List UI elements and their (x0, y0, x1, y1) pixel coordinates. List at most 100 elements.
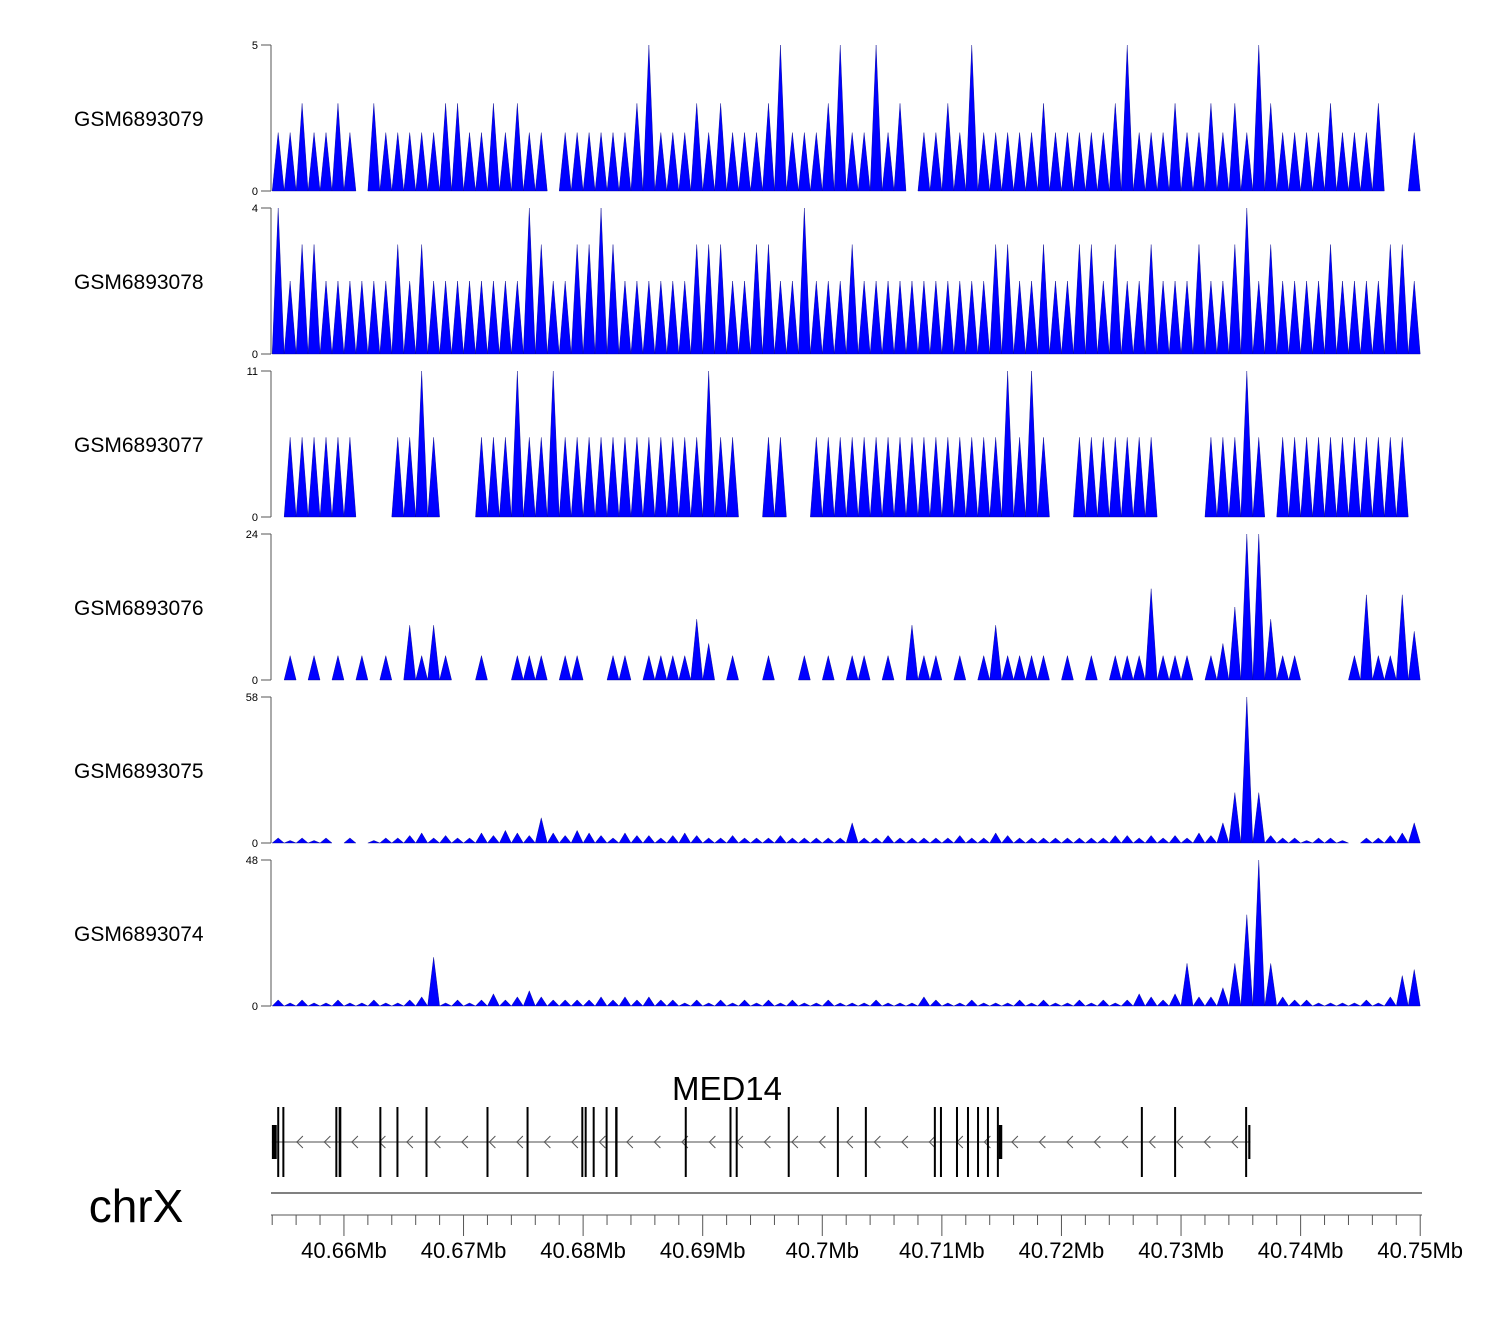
track-label: GSM6893078 (74, 271, 204, 294)
signal-bin (510, 996, 524, 1007)
signal-bin (714, 999, 728, 1007)
signal-bin (1168, 655, 1182, 681)
signal-bin (1372, 437, 1385, 518)
signal-bin (1037, 103, 1050, 192)
signal-bin (1073, 244, 1086, 355)
signal-bin (762, 437, 775, 518)
signal-bin (307, 437, 321, 518)
track-GSM6893079: GSM6893079 5 0 (74, 40, 1421, 198)
exon (425, 1107, 428, 1177)
signal-bin (1025, 132, 1038, 192)
signal-bin (307, 132, 321, 192)
signal-bin (810, 132, 823, 192)
signal-bin (1156, 655, 1170, 681)
signal-bin (499, 280, 512, 355)
signal-bin (283, 132, 297, 192)
signal-bin (594, 835, 608, 844)
signal-bin (511, 103, 524, 192)
signal-bin (857, 655, 871, 681)
signal-bin (905, 280, 919, 355)
x-tick-label: 40.74Mb (1258, 1238, 1344, 1263)
exon (986, 1107, 989, 1177)
signal-bin (1372, 1002, 1385, 1007)
signal-bin (379, 280, 392, 355)
signal-bin (977, 280, 990, 355)
signal-bin (845, 822, 859, 844)
exon (592, 1107, 595, 1177)
signal-bin (1240, 207, 1253, 355)
signal-bin (750, 132, 763, 192)
signal-bin (654, 655, 668, 681)
signal-bin (558, 655, 572, 681)
signal-bin (1240, 533, 1253, 681)
signal-bin (1228, 437, 1242, 518)
signal-bin (690, 244, 703, 355)
signal-bin (1384, 437, 1397, 518)
signal-bin (642, 280, 656, 355)
signal-bin (630, 103, 644, 192)
signal-bin (965, 280, 978, 355)
signal-bin (319, 1002, 333, 1007)
signal-bin (391, 837, 405, 844)
signal-bin (1168, 993, 1182, 1007)
signal-bin (654, 999, 668, 1007)
strand-arrow-icon (1231, 1135, 1239, 1149)
signal-bin (690, 103, 703, 192)
signal-bin (319, 837, 333, 844)
signal-bin (1408, 969, 1421, 1007)
signal-bin (678, 832, 692, 844)
strand-arrow-icon (1093, 1135, 1101, 1149)
signal-bin (666, 999, 680, 1007)
signal-bin (893, 280, 907, 355)
signal-bin (953, 1002, 966, 1007)
signal-bin (1144, 132, 1158, 192)
signal-bin (845, 655, 859, 681)
signal-bin (762, 103, 775, 192)
signal-bin (905, 437, 919, 518)
signal-bin (1168, 103, 1182, 192)
signal-bin (1013, 132, 1026, 192)
signal-bin (1252, 859, 1265, 1007)
signal-bin (678, 1002, 691, 1007)
signal-bin (1121, 280, 1134, 355)
signal-bin (295, 103, 309, 192)
signal-bin (558, 835, 572, 844)
signal-bin (403, 835, 417, 844)
track-GSM6893076: GSM6893076 24 0 (74, 529, 1421, 687)
signal-bin (1037, 655, 1050, 681)
genome-axis: 40.66Mb 40.67Mb 40.68Mb 40.69Mb 40.7Mb 40.71M… (89, 1180, 1463, 1263)
y-tick-label-max: 48 (246, 855, 258, 867)
signal-bin (1384, 655, 1397, 681)
signal-bin (1228, 963, 1242, 1007)
signal-bin (535, 817, 548, 844)
y-tick-label-max: 24 (246, 529, 258, 541)
signal-bin (618, 832, 632, 844)
signal-bin (343, 280, 357, 355)
exon (729, 1107, 732, 1177)
signal-bin (1288, 132, 1301, 192)
signal-bin (307, 840, 321, 844)
signal-bin (1120, 999, 1134, 1007)
signal-bin (594, 207, 608, 355)
signal-bin (295, 999, 309, 1007)
signal-bin (893, 437, 907, 518)
signal-bin (774, 44, 787, 192)
signal-bin (941, 103, 955, 192)
signal-bin (1336, 437, 1349, 518)
signal-bin (499, 829, 512, 844)
signal-bin (463, 132, 476, 192)
signal-bin (1408, 132, 1421, 192)
gene-track: MED14 (271, 1070, 1251, 1177)
signal-bin (1109, 437, 1122, 518)
signal-bin (1264, 963, 1277, 1007)
signal-bin (1168, 280, 1182, 355)
signal-bin (618, 655, 632, 681)
signal-bin (1300, 280, 1313, 355)
signal-bin (929, 655, 943, 681)
signal-bin (343, 837, 357, 844)
signal-bin (1348, 437, 1361, 518)
signal-bin (834, 280, 847, 355)
signal-bin (1085, 437, 1098, 518)
signal-bin (1192, 132, 1206, 192)
signal-bin (1252, 437, 1265, 518)
